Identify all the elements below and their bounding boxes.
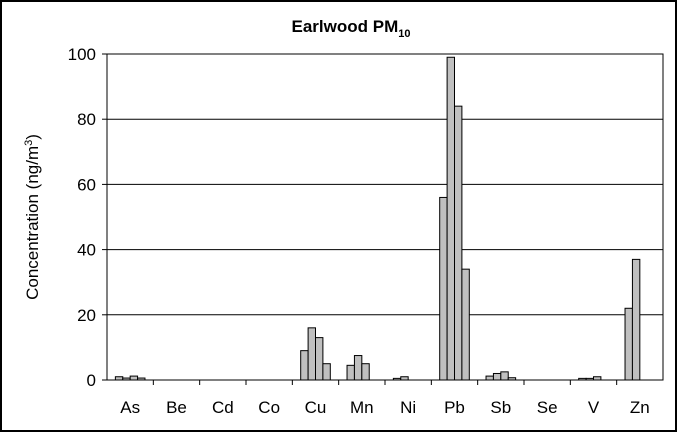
y-tick-labels: 0 20 40 60 80 100 xyxy=(68,45,107,390)
x-tick-label: Sb xyxy=(490,398,511,417)
y-tick-label: 80 xyxy=(77,110,96,129)
chart-title-text: Earlwood PM xyxy=(292,17,399,36)
bar xyxy=(578,377,587,381)
y-tick-label: 20 xyxy=(77,306,96,325)
x-tick-label: Se xyxy=(537,398,558,417)
x-tick-label: Cu xyxy=(305,398,327,417)
bar xyxy=(346,364,355,381)
bar xyxy=(353,355,363,381)
chart-title: Earlwood PM10 xyxy=(292,17,411,40)
x-tick-labels: As Be Cd Co Cu Mn Ni Pb Sb Se V Zn xyxy=(120,380,650,417)
bar xyxy=(307,327,317,381)
x-tick-label: As xyxy=(120,398,140,417)
bar xyxy=(446,56,456,381)
bar xyxy=(439,196,448,381)
y-axis-label: Concentration (ng/m3) xyxy=(23,134,42,300)
bar xyxy=(400,376,409,381)
y-tick-label: 0 xyxy=(87,371,96,390)
bar xyxy=(300,350,309,381)
y-axis-label-text: Concentration (ng/m xyxy=(23,146,42,300)
bar xyxy=(485,375,494,381)
bar xyxy=(129,375,139,381)
bar xyxy=(593,376,602,381)
x-tick-label: V xyxy=(588,398,600,417)
bar xyxy=(114,376,124,381)
x-tick-label: Be xyxy=(166,398,187,417)
y-axis-label-superscript: 3 xyxy=(23,140,35,146)
gridlines xyxy=(107,118,663,316)
bar xyxy=(492,372,502,381)
bar xyxy=(631,258,641,381)
x-tick-label: Mn xyxy=(350,398,374,417)
y-tick-label: 60 xyxy=(77,175,96,194)
bar xyxy=(454,105,463,381)
bar xyxy=(624,307,633,381)
bars xyxy=(114,56,641,381)
x-tick-label: Co xyxy=(258,398,280,417)
plot-area xyxy=(106,53,664,381)
x-tick-label: Pb xyxy=(444,398,465,417)
x-tick-label: Ni xyxy=(400,398,416,417)
bar xyxy=(461,268,470,381)
bar xyxy=(361,363,370,381)
bar xyxy=(322,363,331,381)
x-tick-label: Zn xyxy=(630,398,650,417)
bar xyxy=(507,377,517,381)
bar xyxy=(122,377,131,381)
bar xyxy=(315,337,324,381)
y-tick-label: 100 xyxy=(68,45,96,64)
y-axis-label-suffix: ) xyxy=(23,134,42,140)
y-tick-label: 40 xyxy=(77,241,96,260)
x-tick-label: Cd xyxy=(212,398,234,417)
bar xyxy=(500,371,509,381)
chart-title-subscript: 10 xyxy=(398,28,410,40)
bar xyxy=(585,377,594,381)
bar xyxy=(137,377,146,381)
bar xyxy=(392,377,402,381)
